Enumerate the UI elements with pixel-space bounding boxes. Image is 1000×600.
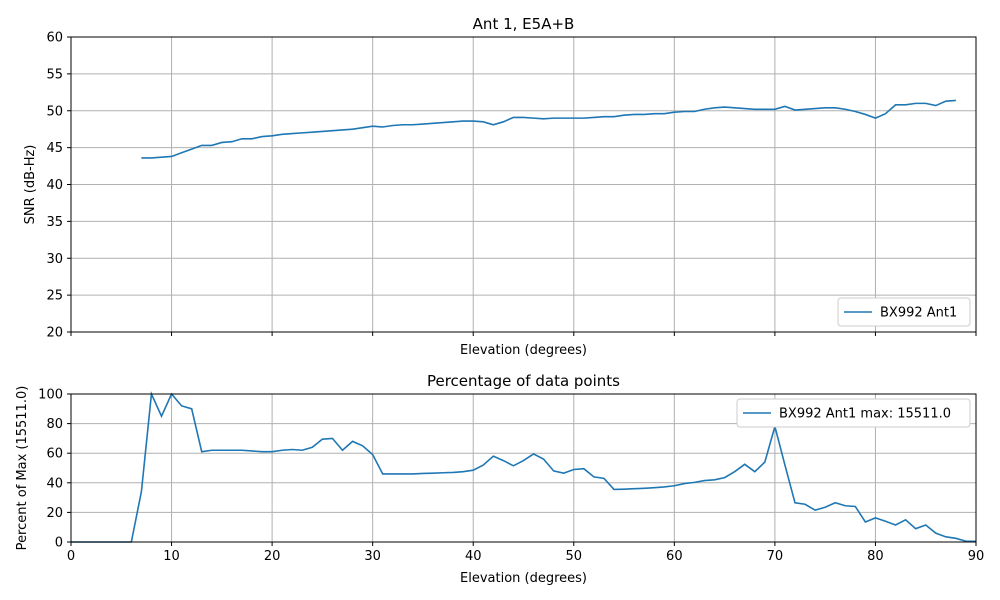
x-tick-label: 50 [566,549,583,564]
x-tick-label: 40 [465,549,482,564]
chart-title: Percentage of data points [427,372,620,390]
y-tick-label: 60 [46,31,63,46]
x-axis-label: Elevation (degrees) [460,343,587,358]
legend: BX992 Ant1 max: 15511.0 [736,398,971,428]
y-tick-label: 45 [46,141,63,156]
x-tick-label: 30 [364,549,381,564]
legend-frame [837,297,971,327]
legend-label: BX992 Ant1 max: 15511.0 [779,407,951,422]
x-tick-label: 70 [767,549,784,564]
series-line-1 [71,390,976,543]
y-tick-label: 20 [46,326,63,341]
x-tick-label: 0 [67,549,75,564]
chart-panel-1: 20 25 30 35 40 45 50 55 60 Ant 1, E5A+B Elevation … [23,15,977,358]
x-tick-label: 20 [264,549,281,564]
y-tick-label: 50 [46,104,63,119]
y-axis-label: Percent of Max (15511.0) [15,386,30,551]
y-tick-label: 80 [46,417,63,432]
chart-title: Ant 1, E5A+B [473,15,575,33]
y-tick-label: 100 [38,388,63,403]
x-tick-label: 10 [163,549,180,564]
x-tick-label: 90 [968,549,985,564]
x-tick-label: 80 [867,549,884,564]
legend-label: BX992 Ant1 [880,306,957,321]
y-tick-label: 30 [46,252,63,267]
plot-area-frame [70,393,977,543]
y-tick-label: 35 [46,215,63,230]
y-tick-label: 20 [46,506,63,521]
y-tick-label: 25 [46,289,63,304]
x-axis-label: Elevation (degrees) [460,571,587,586]
y-axis-label: SNR (dB-Hz) [23,145,38,225]
y-tick-label: 40 [46,178,63,193]
chart-panel-2: 0 10 20 30 40 50 60 70 80 90 0 20 40 60 80 100 Percentag… [15,372,984,586]
y-tick-label: 60 [46,447,63,462]
legend-frame [736,398,971,428]
x-tick-label: 60 [666,549,683,564]
y-tick-label: 40 [46,476,63,491]
series-line-1 [141,99,956,159]
y-tick-label: 55 [46,67,63,82]
y-tick-label: 0 [55,536,63,551]
legend: BX992 Ant1 [837,297,971,327]
